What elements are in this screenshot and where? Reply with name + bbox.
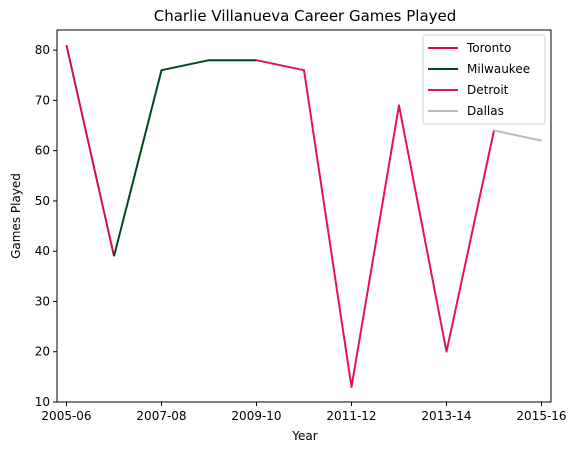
x-tick-label: 2005-06 [41,409,91,423]
series-line-milwaukee [113,59,257,257]
y-tick-label: 30 [35,294,50,308]
y-axis-label: Games Played [9,173,23,259]
y-tick-label: 20 [35,345,50,359]
series-line-toronto [65,44,115,257]
legend: Toronto Milwaukee Detroit Dallas [422,34,546,125]
x-tick-label: 2015-16 [516,409,566,423]
legend-label-dallas: Dallas [467,104,504,118]
series-layer [65,44,542,388]
legend-label-toronto: Toronto [466,41,511,55]
x-tick-label: 2013-14 [421,409,471,423]
chart-title: Charlie Villanueva Career Games Played [154,7,457,25]
y-tick-label: 80 [35,43,50,57]
series-line-dallas [493,129,542,142]
x-tick-label: 2011-12 [326,409,376,423]
y-tick-label: 50 [35,194,50,208]
series-line-detroit [256,59,495,388]
y-tick-label: 60 [35,144,50,158]
legend-box [422,34,546,125]
x-tick-label: 2009-10 [231,409,281,423]
legend-label-milwaukee: Milwaukee [467,62,530,76]
x-axis-ticks: 2005-06 2007-08 2009-10 2011-12 2013-14 2015-… [41,402,567,423]
y-tick-label: 40 [35,244,50,258]
y-tick-label: 10 [35,395,50,409]
x-tick-label: 2007-08 [136,409,186,423]
y-axis-ticks: 10 20 30 40 50 60 70 80 [35,43,57,409]
y-tick-label: 70 [35,93,50,107]
legend-label-detroit: Detroit [467,83,509,97]
x-axis-label: Year [291,429,317,443]
